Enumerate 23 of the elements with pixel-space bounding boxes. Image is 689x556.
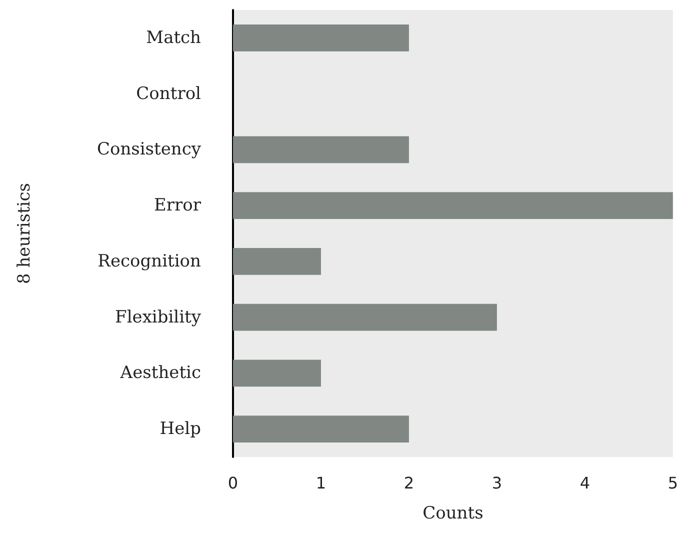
y-tick-label: Control <box>136 84 201 104</box>
x-tick-label: 1 <box>316 474 326 492</box>
x-tick-label: 2 <box>404 474 414 492</box>
bar <box>233 416 409 442</box>
y-tick-label: Consistency <box>96 140 202 160</box>
y-tick-label: Help <box>160 419 202 440</box>
y-axis-title: 8 heuristics <box>14 183 34 284</box>
y-tick-label: Error <box>154 196 202 216</box>
bar <box>233 136 409 164</box>
x-tick-label: 0 <box>228 474 238 492</box>
x-tick-label: 5 <box>668 474 678 492</box>
bar <box>233 24 409 52</box>
x-tick-label: 3 <box>492 474 502 492</box>
bar <box>233 360 321 387</box>
y-tick-label: Match <box>146 28 202 48</box>
bar <box>233 248 321 275</box>
x-axis-title: Counts <box>422 504 484 524</box>
bar <box>233 304 497 331</box>
y-tick-label: Aesthetic <box>119 363 201 384</box>
bar <box>233 192 673 219</box>
x-tick-label: 4 <box>580 474 590 492</box>
y-tick-label: Flexibility <box>115 307 202 328</box>
y-tick-label: Recognition <box>98 251 202 272</box>
